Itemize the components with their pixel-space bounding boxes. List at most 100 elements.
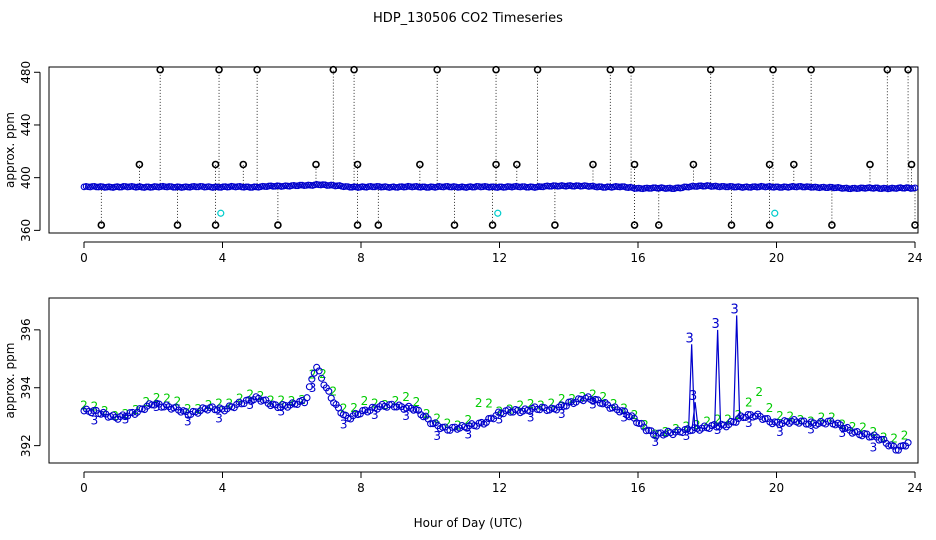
data-point bbox=[115, 183, 123, 191]
series-marker-2: 2 bbox=[423, 407, 431, 421]
spike-marker bbox=[488, 221, 497, 229]
data-point bbox=[537, 183, 545, 191]
data-point bbox=[726, 182, 734, 190]
data-point bbox=[573, 182, 580, 190]
data-point bbox=[259, 396, 267, 404]
spike-marker bbox=[211, 160, 220, 169]
series-marker-3: 3 bbox=[278, 405, 286, 419]
spike-marker bbox=[630, 221, 639, 229]
x-tick-label: 16 bbox=[630, 251, 645, 265]
data-point bbox=[872, 184, 879, 192]
series-marker-2: 2 bbox=[516, 399, 524, 413]
data-point bbox=[325, 387, 333, 395]
data-point bbox=[546, 182, 553, 190]
data-point bbox=[568, 182, 576, 190]
spike-marker bbox=[97, 221, 106, 229]
series-marker-2: 2 bbox=[402, 390, 410, 404]
plot-frame bbox=[48, 66, 919, 234]
series-marker-3: 3 bbox=[122, 413, 130, 427]
series-marker-3: 3 bbox=[776, 425, 784, 439]
series-marker-2: 2 bbox=[132, 403, 140, 417]
x-tick-label: 24 bbox=[907, 481, 922, 495]
data-point bbox=[419, 183, 426, 191]
series-marker-2: 2 bbox=[361, 394, 369, 408]
series-marker-2: 2 bbox=[350, 401, 358, 415]
spike-marker bbox=[253, 65, 261, 74]
series-marker-2: 2 bbox=[288, 394, 296, 408]
data-point bbox=[308, 375, 316, 383]
y-tick-label: 400 bbox=[19, 166, 33, 189]
series-marker-2: 2 bbox=[444, 417, 452, 431]
data-point bbox=[745, 183, 753, 191]
x-axis-title: Hour of Day (UTC) bbox=[414, 516, 523, 530]
figure-title: HDP_130506 CO2 Timeseries bbox=[373, 11, 563, 26]
x-tick-label: 12 bbox=[492, 481, 507, 495]
plot-frame bbox=[48, 297, 919, 464]
series-marker-2: 2 bbox=[600, 390, 608, 404]
series-marker-2: 2 bbox=[714, 412, 722, 426]
data-point bbox=[807, 184, 815, 191]
data-point bbox=[219, 183, 227, 191]
spike-marker bbox=[765, 160, 774, 169]
spike-marker bbox=[904, 65, 912, 74]
series-marker-2: 2 bbox=[776, 409, 784, 423]
calibration-point bbox=[217, 209, 225, 217]
x-tick-label: 8 bbox=[357, 251, 365, 265]
data-point bbox=[635, 419, 643, 428]
series-marker-2: 2 bbox=[340, 402, 348, 416]
spike-marker bbox=[769, 65, 777, 74]
series-marker-2: 2 bbox=[475, 396, 483, 410]
spike-marker bbox=[173, 221, 182, 229]
spike-marker bbox=[551, 221, 559, 229]
spike-marker bbox=[883, 65, 892, 74]
data-point bbox=[126, 409, 134, 417]
series-marker-3: 3 bbox=[870, 440, 878, 454]
data-point bbox=[142, 183, 150, 191]
spike-marker bbox=[790, 160, 798, 169]
series-marker-2: 2 bbox=[548, 397, 556, 411]
spike-marker-3: 3 bbox=[731, 302, 739, 317]
data-point bbox=[215, 183, 223, 191]
data-point bbox=[618, 183, 626, 190]
series-marker-2: 2 bbox=[163, 391, 171, 405]
spike-marker bbox=[433, 65, 441, 74]
data-point bbox=[192, 183, 200, 191]
data-point bbox=[446, 183, 453, 191]
spike-marker bbox=[689, 160, 698, 169]
data-point bbox=[649, 184, 657, 192]
data-point bbox=[642, 427, 650, 435]
data-point bbox=[822, 184, 830, 191]
data-point bbox=[485, 415, 493, 423]
spike-line bbox=[714, 329, 722, 427]
spike-marker bbox=[312, 160, 320, 169]
spike-marker bbox=[911, 221, 919, 229]
spike-marker bbox=[654, 221, 663, 229]
data-point bbox=[323, 182, 331, 189]
y-tick-label: 360 bbox=[19, 219, 33, 242]
x-tick-label: 0 bbox=[80, 251, 88, 265]
data-point bbox=[319, 181, 327, 188]
data-point bbox=[390, 403, 398, 411]
spike-marker bbox=[239, 160, 248, 169]
spike-marker bbox=[274, 221, 282, 229]
series-marker-3: 3 bbox=[714, 423, 722, 437]
series-marker-3: 3 bbox=[496, 412, 504, 426]
data-point bbox=[839, 424, 847, 432]
series-marker-2: 2 bbox=[267, 394, 275, 408]
data-point bbox=[899, 184, 906, 192]
y-tick-label: 480 bbox=[19, 61, 33, 84]
data-point bbox=[560, 402, 568, 410]
series-marker-3: 3 bbox=[402, 409, 410, 423]
series-marker-3: 3 bbox=[838, 426, 846, 440]
data-point bbox=[237, 400, 246, 408]
data-point bbox=[772, 183, 780, 191]
data-point bbox=[903, 184, 911, 192]
series-marker-3: 3 bbox=[184, 414, 192, 428]
data-point bbox=[826, 183, 834, 191]
data-point bbox=[718, 183, 726, 190]
data-point bbox=[749, 183, 757, 191]
series-marker-2: 2 bbox=[371, 397, 379, 411]
y-axis-title: approx. ppm bbox=[3, 112, 17, 188]
